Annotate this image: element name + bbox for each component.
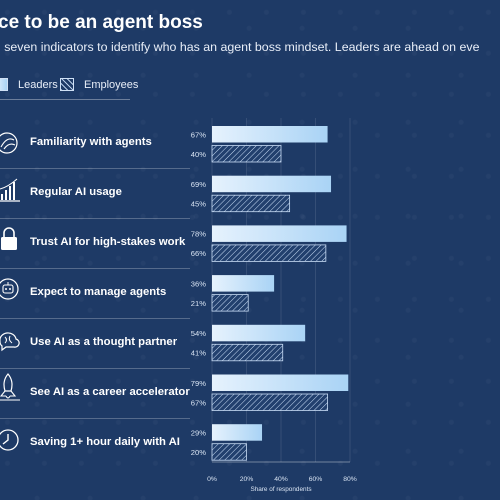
rocket-icon (0, 372, 22, 401)
x-tick-label: 20% (240, 476, 254, 483)
row-label-thought-partner: Use AI as a thought partner (30, 336, 178, 348)
value-label-leaders: 54% (191, 329, 206, 338)
bar-employees (211, 294, 249, 312)
bar-leaders (212, 175, 332, 193)
bar-leaders (212, 424, 263, 441)
bar-leaders (212, 126, 328, 143)
agents-icon (0, 130, 22, 156)
legend-swatch-employees (60, 78, 74, 91)
legend-item-employees: Employees (60, 78, 138, 91)
row-divider (0, 168, 190, 169)
bar-employees (211, 443, 247, 461)
value-label-leaders: 67% (191, 130, 206, 139)
legend-item-leaders: Leaders (0, 78, 58, 91)
x-tick-label: 40% (274, 476, 288, 483)
value-label-employees: 45% (191, 199, 206, 208)
bar-employees (211, 343, 284, 362)
bar-leaders (212, 275, 275, 292)
bar-employees (211, 393, 328, 411)
value-label-employees: 41% (191, 349, 206, 358)
legend-swatch-leaders (0, 78, 8, 91)
value-label-employees: 66% (191, 249, 206, 258)
clock-icon (0, 427, 22, 453)
x-tick-label: 0% (207, 476, 217, 483)
row-label-trust: Trust AI for high-stakes work (30, 236, 186, 248)
bar-leaders (212, 374, 349, 391)
value-label-leaders: 36% (191, 279, 206, 288)
x-axis-title: Share of respondents (250, 486, 311, 493)
row-label-saving-time: Saving 1+ hour daily with AI (30, 436, 180, 448)
value-label-employees: 67% (191, 398, 206, 407)
bar-leaders (212, 225, 347, 242)
row-divider (0, 268, 190, 269)
legend-label-employees: Employees (84, 78, 139, 91)
robot-icon (0, 276, 22, 302)
row-label-career: See AI as a career accelerator (30, 386, 190, 398)
value-label-employees: 21% (191, 299, 206, 308)
row-divider (0, 368, 190, 369)
page-subtitle: l seven indicators to identify who has a… (0, 40, 480, 54)
value-label-employees: 20% (191, 448, 206, 457)
row-divider (0, 418, 190, 419)
legend-divider (0, 99, 130, 100)
lock-icon (0, 226, 22, 252)
value-label-leaders: 69% (191, 180, 206, 189)
brain-icon (0, 327, 22, 353)
row-divider (0, 218, 190, 219)
bar-employees (211, 145, 282, 163)
value-label-leaders: 78% (191, 230, 206, 239)
x-tick-label: 80% (343, 476, 357, 483)
legend-label-leaders: Leaders (18, 78, 58, 91)
value-label-employees: 40% (191, 150, 206, 159)
row-label-expect-manage: Expect to manage agents (30, 286, 167, 298)
bar-leaders (212, 324, 306, 342)
bar-employees (211, 244, 327, 262)
page-title: ce to be an agent boss (0, 12, 203, 33)
x-tick-label: 60% (309, 476, 323, 483)
row-label-familiarity: Familiarity with agents (30, 136, 152, 148)
value-label-leaders: 79% (191, 379, 206, 388)
value-label-leaders: 29% (191, 428, 206, 437)
row-divider (0, 318, 190, 319)
bar-employees (211, 194, 291, 213)
row-label-regular-usage: Regular AI usage (30, 186, 122, 198)
bar-growth-icon (0, 177, 22, 203)
